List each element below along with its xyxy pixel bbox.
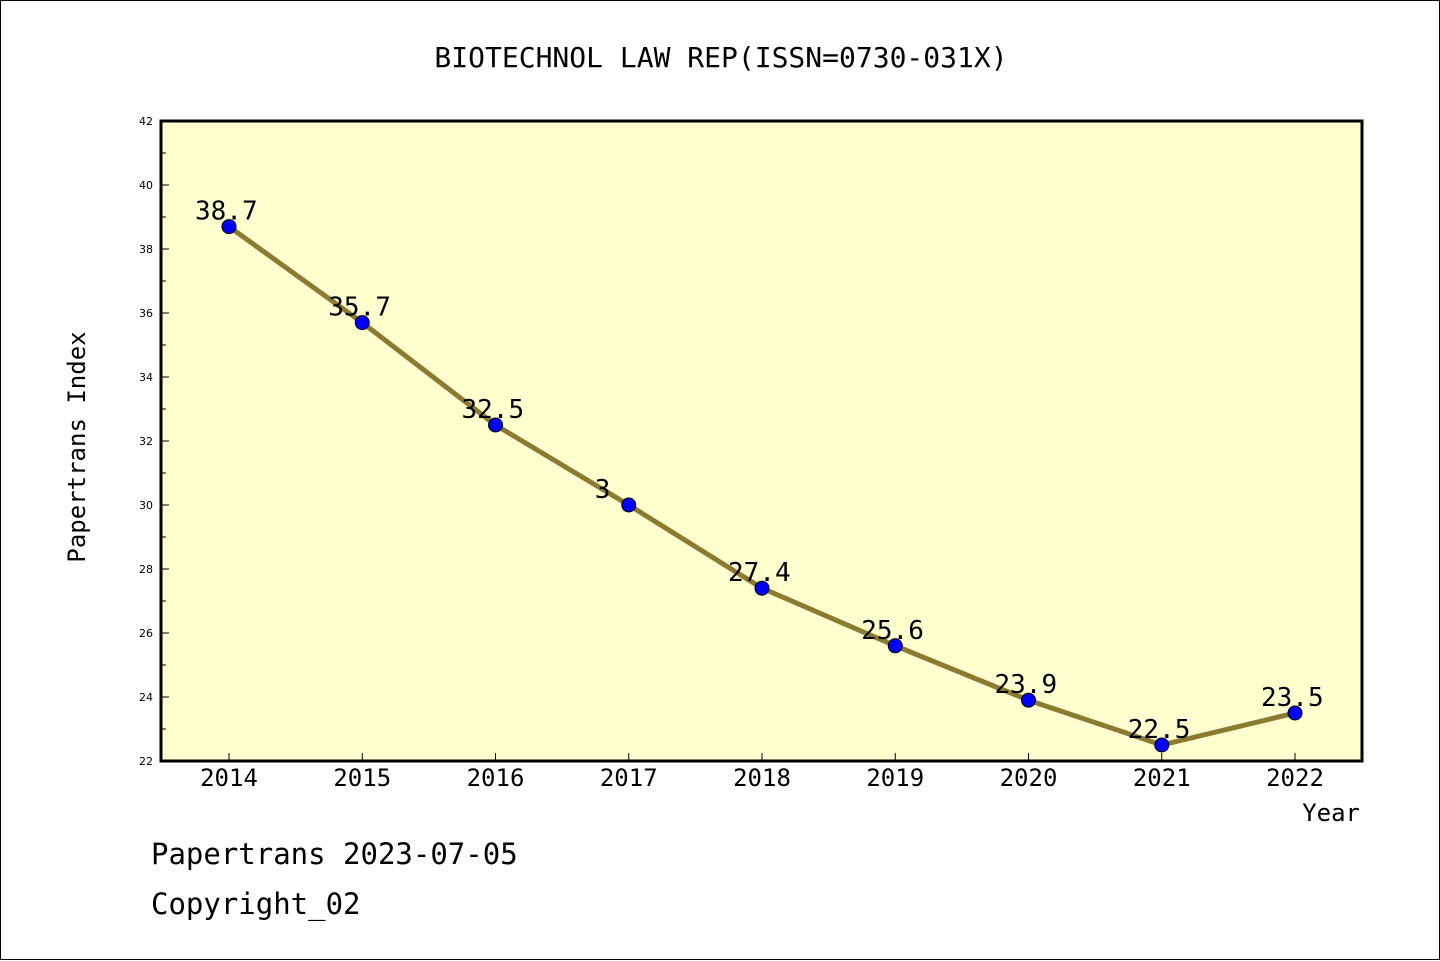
data-labels: 38.7 35.7 32.5 3 27.4 25.6 23.9 22.5 23.5 [195, 197, 1324, 745]
data-point [1021, 692, 1036, 708]
x-tick-label: 2019 [866, 764, 924, 792]
plot-area [161, 121, 1362, 761]
data-label: 38.7 [195, 197, 258, 227]
y-axis-title: Papertrans Index [63, 331, 91, 562]
y-tick-label: 24 [139, 691, 153, 704]
y-tick-label: 30 [139, 499, 153, 512]
x-tick-label: 2015 [333, 764, 391, 792]
x-tick-label: 2022 [1266, 764, 1324, 792]
y-tick-label: 38 [139, 243, 153, 256]
y-tick-label: 36 [139, 307, 153, 320]
y-tick-label: 32 [139, 435, 153, 448]
data-label: 3 [595, 475, 611, 505]
y-tick-label: 34 [139, 371, 153, 384]
data-label: 32.5 [462, 395, 525, 425]
data-label: 25.6 [861, 616, 924, 646]
plot-border [159, 119, 1364, 763]
data-point [1287, 705, 1303, 721]
x-tick-label: 2014 [200, 764, 258, 792]
x-tick-label: 2020 [1000, 764, 1058, 792]
y-tick-label: 26 [139, 627, 153, 640]
x-axis-title: Year [1302, 799, 1360, 827]
footer-date: Papertrans 2023-07-05 [151, 837, 518, 871]
data-label: 23.5 [1261, 683, 1324, 713]
data-point [354, 315, 370, 331]
x-tick-label: 2018 [733, 764, 791, 792]
data-point [621, 497, 637, 513]
data-point [488, 417, 503, 433]
data-label: 23.9 [995, 670, 1058, 700]
data-point [1154, 737, 1170, 753]
y-tick-label: 22 [139, 755, 153, 768]
data-label: 35.7 [328, 293, 391, 323]
footer-copyright: Copyright_02 [151, 887, 361, 921]
chart-title: BIOTECHNOL LAW REP(ISSN=0730-031X) [434, 41, 1007, 74]
data-point [754, 580, 770, 596]
x-axis: 2014 2015 2016 2017 2018 2019 2020 2021 2022 [200, 753, 1324, 792]
series-markers [221, 219, 1303, 753]
data-point [221, 219, 237, 235]
y-axis: 22 24 26 28 30 32 34 36 38 40 42 [139, 115, 169, 768]
y-tick-label: 42 [139, 115, 153, 128]
data-label: 27.4 [728, 558, 791, 588]
y-tick-label: 28 [139, 563, 153, 576]
data-point [887, 638, 903, 654]
data-label: 22.5 [1128, 715, 1191, 745]
x-tick-label: 2017 [600, 764, 658, 792]
y-tick-label: 40 [139, 179, 153, 192]
x-tick-label: 2016 [467, 764, 525, 792]
x-tick-label: 2021 [1133, 764, 1191, 792]
